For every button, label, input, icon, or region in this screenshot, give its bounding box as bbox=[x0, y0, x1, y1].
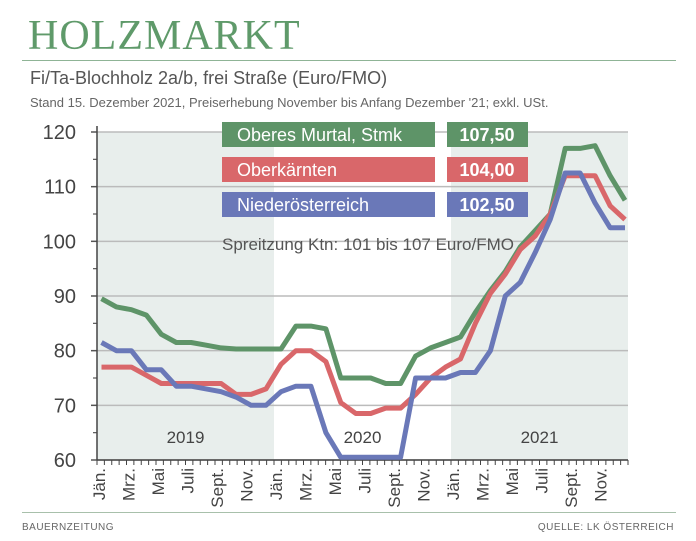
x-tick-label: Nov. bbox=[592, 468, 611, 502]
legend-label: Oberes Murtal, Stmk bbox=[237, 125, 403, 145]
annotation: Spreitzung Ktn: 101 bis 107 Euro/FMO bbox=[222, 235, 514, 254]
x-tick-label: Mrz. bbox=[120, 468, 139, 501]
series-line-2 bbox=[100, 170, 625, 460]
legend-value: 104,00 bbox=[459, 160, 514, 180]
series-line-1 bbox=[101, 173, 627, 416]
legend-value-box bbox=[447, 192, 528, 217]
x-tick-label: Sept. bbox=[562, 468, 581, 508]
x-tick-label: Juli bbox=[356, 468, 375, 494]
legend-swatch bbox=[222, 157, 435, 182]
x-tick-label: Juli bbox=[533, 468, 552, 494]
y-tick-label: 90 bbox=[54, 286, 76, 308]
footer-publisher: BAUERNZEITUNG bbox=[22, 522, 115, 533]
chart-subtitle: Fi/Ta-Blochholz 2a/b, frei Straße (Euro/… bbox=[30, 68, 388, 88]
chart-note: Stand 15. Dezember 2021, Preiserhebung N… bbox=[30, 95, 549, 110]
legend-value-box bbox=[447, 157, 528, 182]
y-tick-label: 100 bbox=[43, 231, 76, 253]
x-tick-label: Juli bbox=[179, 468, 198, 494]
x-tick-label: Mai bbox=[326, 468, 345, 495]
y-tick-label: 80 bbox=[54, 341, 76, 363]
title-divider bbox=[22, 60, 676, 61]
y-tick-label: 70 bbox=[54, 395, 76, 417]
x-tick-label: Jän. bbox=[90, 468, 109, 500]
x-tick-label: Sept. bbox=[385, 468, 404, 508]
y-tick-label: 110 bbox=[44, 177, 76, 199]
footer-divider bbox=[22, 512, 676, 513]
legend-value: 107,50 bbox=[459, 125, 514, 145]
x-tick-label: Mai bbox=[149, 468, 168, 495]
legend-value: 102,50 bbox=[459, 195, 514, 215]
legend-swatch bbox=[222, 122, 435, 147]
x-tick-label: Mrz. bbox=[297, 468, 316, 501]
page-title: HOLZMARKT bbox=[28, 13, 301, 59]
footer-source: QUELLE: LK ÖSTERREICH bbox=[537, 522, 674, 533]
legend-value-box bbox=[447, 122, 528, 147]
x-tick-label: Sept. bbox=[208, 468, 227, 508]
x-tick-label: Mrz. bbox=[474, 468, 493, 501]
legend-label: Niederösterreich bbox=[237, 195, 369, 215]
year-label: 2021 bbox=[521, 428, 559, 447]
year-label: 2019 bbox=[167, 428, 205, 447]
legend-swatch bbox=[222, 192, 435, 217]
year-label: 2020 bbox=[344, 428, 382, 447]
y-tick-label: 120 bbox=[43, 122, 76, 144]
y-tick-label: 60 bbox=[54, 450, 76, 472]
legend-label: Oberkärnten bbox=[237, 160, 337, 180]
x-tick-label: Jän. bbox=[267, 468, 286, 500]
x-tick-label: Nov. bbox=[415, 468, 434, 502]
x-tick-label: Nov. bbox=[238, 468, 257, 502]
x-tick-label: Jän. bbox=[444, 468, 463, 500]
series-line-0 bbox=[100, 143, 628, 386]
x-tick-label: Mai bbox=[503, 468, 522, 495]
